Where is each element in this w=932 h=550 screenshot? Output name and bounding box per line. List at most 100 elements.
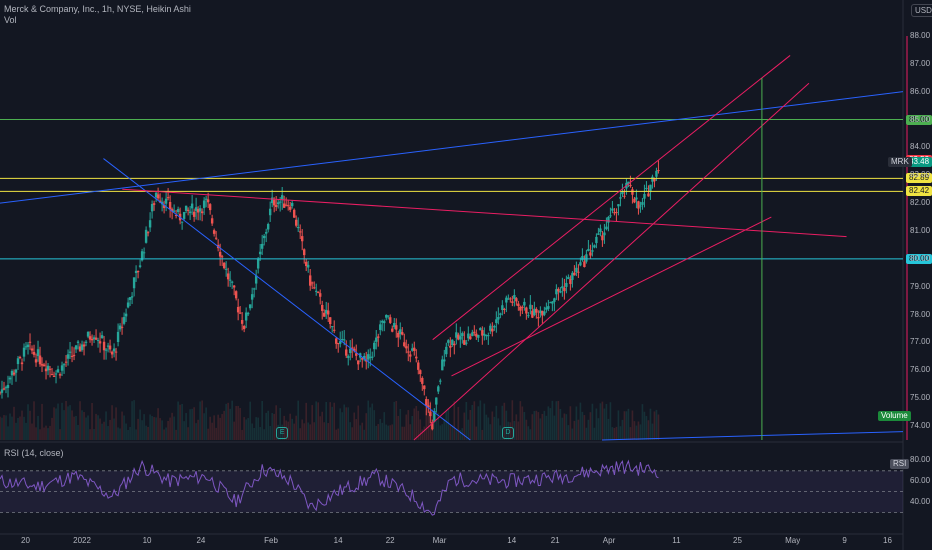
candle-body [561, 286, 564, 289]
candle-wick [403, 333, 405, 348]
candle-body [445, 346, 448, 355]
candle-wick [521, 305, 523, 314]
candle-wick [589, 244, 591, 259]
candle-body [126, 302, 130, 308]
candle-wick [435, 397, 437, 413]
price-tick-label: 76.00 [910, 365, 931, 375]
candle-wick [443, 349, 445, 367]
event-marker[interactable]: D [501, 427, 514, 439]
volume-legend[interactable]: Vol [4, 15, 17, 25]
volume-bar [7, 426, 9, 440]
volume-bar [643, 411, 646, 440]
volume-bar [233, 421, 235, 440]
candle-body [621, 191, 624, 195]
volume-bar [507, 421, 510, 440]
candle-body [66, 354, 70, 359]
candle-wick [401, 327, 403, 336]
price-tick-label: 75.00 [910, 393, 931, 403]
candle-wick [341, 330, 343, 343]
volume-bar [231, 400, 233, 440]
candle-body [375, 337, 378, 342]
candle-body [230, 281, 234, 283]
volume-bar [93, 429, 95, 440]
volume-bar [0, 416, 1, 440]
currency-button[interactable]: USD [911, 4, 932, 17]
volume-bar [453, 401, 456, 440]
candle-body [393, 322, 396, 328]
trend-line [601, 431, 904, 441]
volume-bar [65, 400, 67, 440]
volume-bar [483, 403, 486, 440]
volume-bar [223, 410, 225, 440]
volume-bar [299, 428, 301, 440]
candle-body [519, 306, 522, 311]
candle-body [407, 351, 410, 353]
volume-bar [447, 408, 450, 440]
candle-wick [25, 342, 27, 350]
volume-bar [449, 425, 452, 440]
candle-wick [27, 341, 29, 355]
rsi-tick-label: 80.00 [910, 455, 931, 465]
candle-wick [171, 207, 173, 220]
candle-body [298, 231, 302, 233]
volume-bar [553, 415, 556, 440]
candle-body [276, 202, 280, 205]
candle-body [282, 203, 286, 208]
candle-wick [553, 297, 555, 312]
date-tick-label: May [785, 536, 801, 545]
volume-bar [319, 416, 322, 440]
symbol-title[interactable]: Merck & Company, Inc., 1h, NYSE, Heikin … [4, 4, 191, 14]
candle-body [467, 333, 470, 339]
candle-body [114, 351, 118, 353]
event-marker[interactable]: E [276, 427, 289, 439]
candle-body [355, 353, 358, 356]
candle-wick [649, 184, 651, 200]
volume-bar [21, 410, 23, 440]
volume-bar [91, 402, 93, 440]
candle-body [607, 216, 610, 223]
candle-wick [313, 281, 315, 290]
candle-body [274, 205, 278, 207]
candle-wick [279, 197, 281, 212]
candle-body [294, 219, 298, 226]
candle-body [58, 374, 62, 376]
volume-bar [561, 417, 564, 440]
volume-bar [369, 407, 372, 440]
candle-body [657, 170, 660, 172]
volume-bar [405, 414, 408, 440]
candle-body [74, 345, 78, 350]
candle-body [278, 201, 282, 203]
volume-bar [435, 420, 438, 440]
volume-bar [203, 413, 205, 440]
candle-wick [159, 193, 161, 204]
volume-bar [537, 412, 540, 440]
rsi-legend[interactable]: RSI (14, close) [4, 448, 64, 458]
candle-body [36, 349, 40, 357]
candle-body [441, 359, 444, 371]
volume-bar [271, 413, 273, 440]
volume-bar [265, 412, 267, 440]
volume-bar [327, 423, 330, 440]
volume-bar [219, 417, 221, 440]
candle-wick [285, 197, 287, 207]
candle-body [453, 343, 456, 346]
volume-bar [23, 416, 25, 440]
candle-wick [377, 333, 379, 347]
candle-wick [153, 200, 155, 211]
volume-bar [653, 411, 656, 440]
candle-body [132, 277, 136, 289]
candle-body [563, 287, 566, 292]
volume-bar [221, 414, 223, 440]
volume-bar [567, 425, 570, 440]
volume-bar [173, 416, 175, 440]
candle-body [541, 310, 544, 316]
candle-body [254, 275, 258, 284]
candle-body [557, 288, 560, 292]
volume-bar [451, 425, 454, 440]
candle-body [40, 364, 44, 366]
volume-bar [255, 417, 257, 440]
volume-bar [101, 423, 103, 440]
candle-body [459, 336, 462, 340]
volume-bar [637, 421, 640, 440]
